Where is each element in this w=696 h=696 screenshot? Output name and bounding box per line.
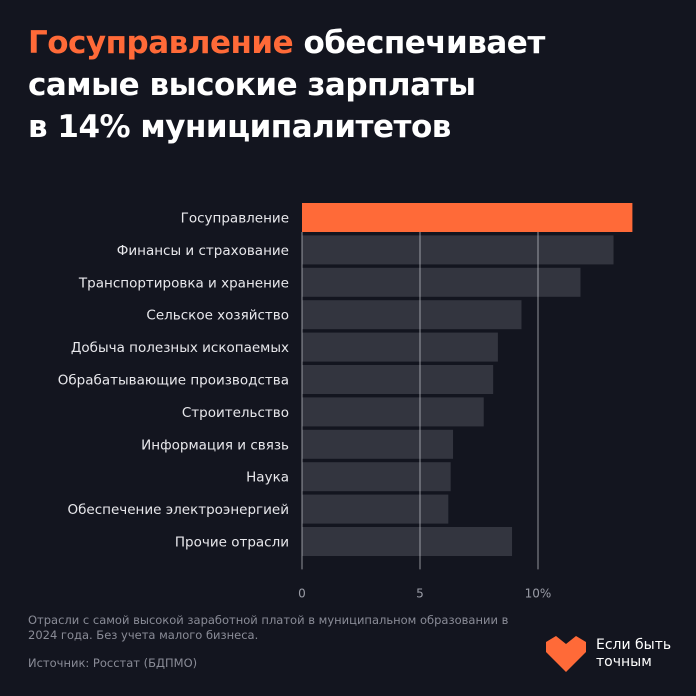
category-label: Финансы и страхование <box>117 243 289 259</box>
category-label: Добыча полезных ископаемых <box>71 340 289 356</box>
bar <box>302 300 522 330</box>
bar-chart: Госуправление Финансы и страхование Трансп… <box>58 203 633 600</box>
category-label: Информация и связь <box>141 437 289 453</box>
bar <box>302 397 484 427</box>
category-label: Госуправление <box>181 211 289 227</box>
x-tick-label: 5 <box>416 586 424 600</box>
x-tick-label: 10% <box>525 586 552 600</box>
bar <box>302 365 494 394</box>
title-line1-rest: обеспечивает <box>293 25 545 61</box>
logo: Если быть точным <box>544 634 671 674</box>
bar <box>302 267 581 297</box>
title-line3: в 14% муниципалитетов <box>28 109 451 145</box>
chart-title: Госуправление обеспечивает самые высокие… <box>28 22 545 148</box>
heart-logo-icon <box>546 636 586 672</box>
bar <box>302 429 454 459</box>
bar <box>302 235 614 265</box>
bar <box>302 203 633 232</box>
category-label: Наука <box>246 470 289 486</box>
bar <box>302 494 449 524</box>
category-label: Обрабатывающие производства <box>58 373 289 389</box>
category-label: Прочие отрасли <box>175 535 289 551</box>
category-label: Обеспечение электроэнергией <box>67 502 289 518</box>
title-line2: самые высокие зарплаты <box>28 67 476 103</box>
bar <box>302 527 513 556</box>
bar <box>302 462 451 492</box>
footnote: Отрасли с самой высокой заработной плато… <box>28 613 509 642</box>
source-note: Источник: Росстат (БДПМО) <box>28 656 198 670</box>
category-label: Транспортировка и хранение <box>78 275 289 291</box>
bar <box>302 332 498 362</box>
logo-line1: Если быть <box>596 637 672 653</box>
category-label: Строительство <box>182 405 289 421</box>
logo-line2: точным <box>596 654 652 670</box>
x-tick-label: 0 <box>298 586 306 600</box>
title-highlight: Госуправление <box>28 25 294 61</box>
category-label: Сельское хозяйство <box>146 308 289 324</box>
